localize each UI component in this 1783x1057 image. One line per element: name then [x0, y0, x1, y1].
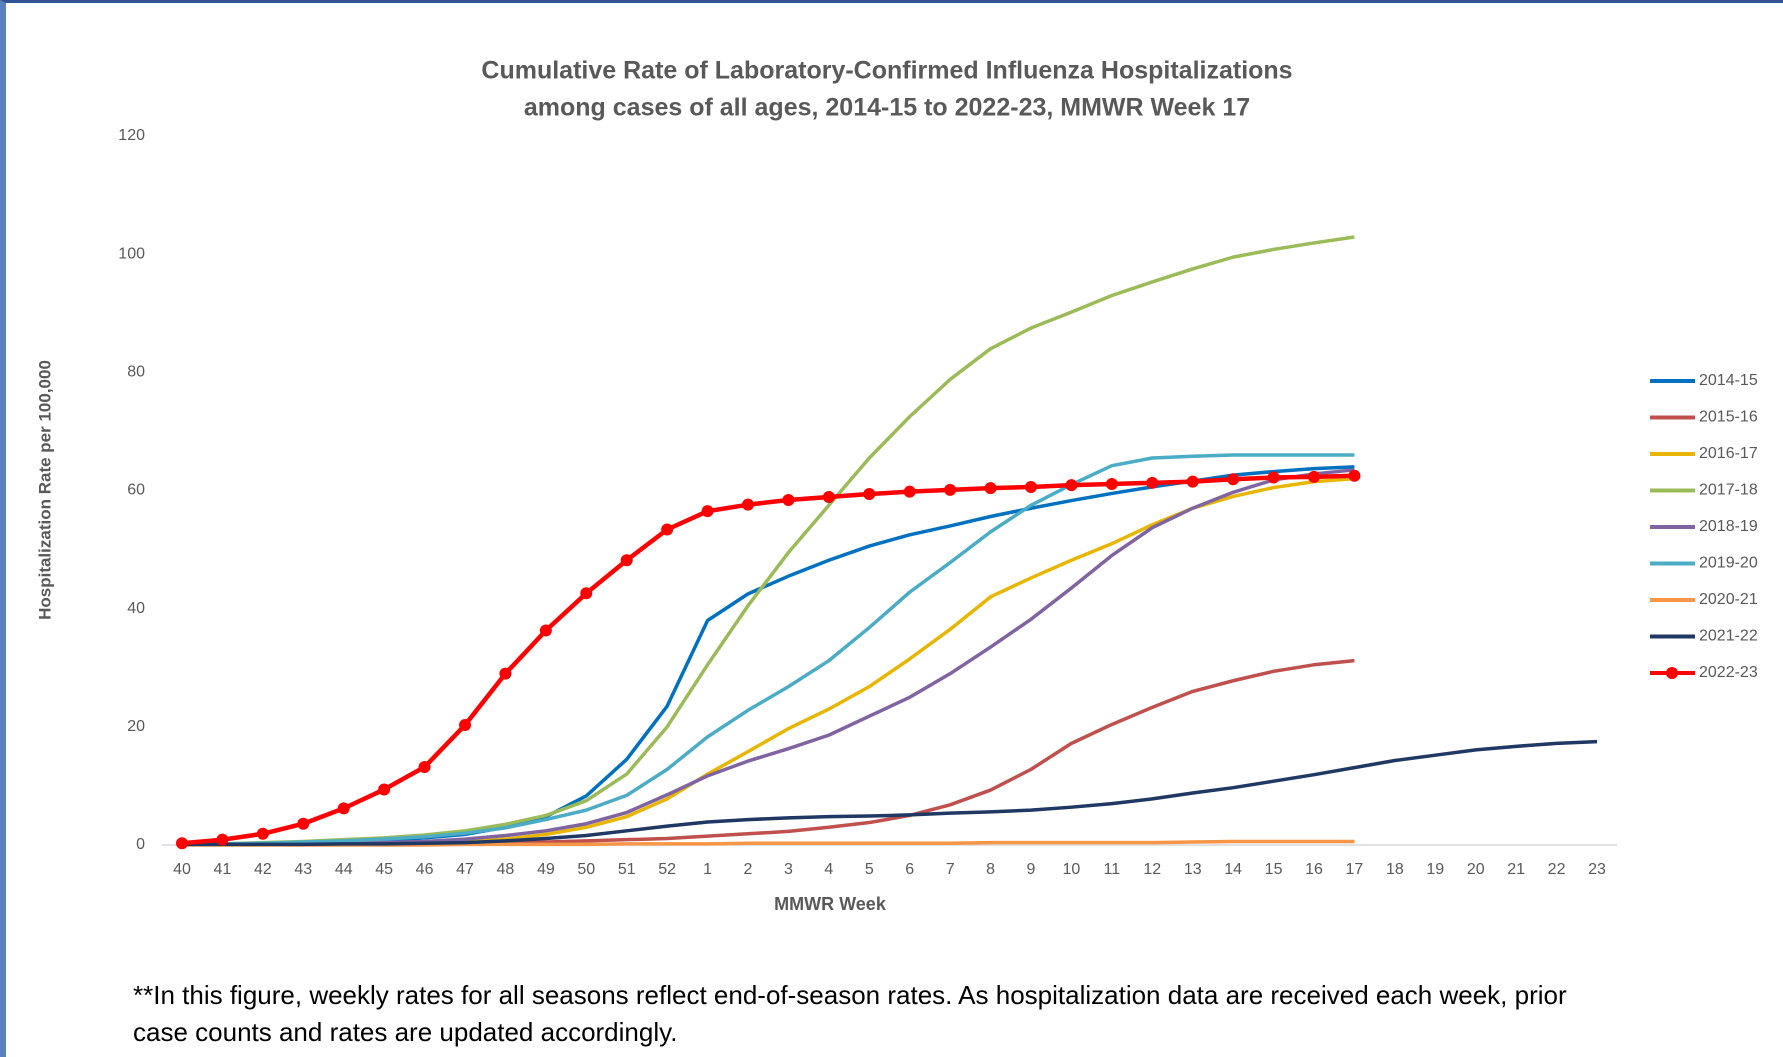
footnote: case counts and rates are updated accord…: [133, 1017, 677, 1047]
point: [742, 498, 754, 511]
point: [378, 783, 391, 796]
x-tick-label: 41: [214, 861, 232, 878]
point: [701, 505, 714, 518]
y-tick-label: 80: [127, 364, 145, 381]
series-line: [181, 473, 1355, 846]
point: [863, 488, 876, 501]
point: [1025, 480, 1037, 493]
legend-marker: [1666, 667, 1678, 679]
x-tick-label: 9: [1027, 861, 1036, 878]
x-tick-label: 1: [703, 861, 712, 878]
y-axis-title: Hospitalization Rate per 100,000: [35, 360, 54, 620]
x-tick-label: 46: [416, 861, 434, 878]
point: [1186, 475, 1199, 488]
chart-title: among cases of all ages, 2014-15 to 2022…: [524, 94, 1250, 122]
point: [620, 554, 633, 567]
legend-label: 2016-17: [1699, 445, 1758, 462]
point: [256, 827, 269, 840]
point: [1065, 479, 1078, 492]
x-tick-label: 18: [1386, 861, 1404, 878]
point: [1308, 470, 1320, 483]
x-tick-label: 47: [456, 861, 474, 878]
x-tick-label: 20: [1467, 861, 1485, 878]
series-line: [182, 739, 1598, 847]
y-tick-label: 60: [127, 482, 145, 499]
point: [944, 483, 957, 496]
x-tick-label: 40: [173, 861, 191, 878]
x-tick-label: 14: [1224, 861, 1242, 878]
point: [984, 482, 997, 495]
point: [1267, 471, 1280, 484]
x-tick-label: 5: [865, 861, 874, 878]
x-tick-label: 43: [294, 861, 312, 878]
point: [1146, 476, 1159, 489]
point: [499, 667, 512, 680]
x-tick-label: 45: [375, 861, 393, 878]
series-line: [181, 465, 1355, 847]
x-tick-label: 3: [784, 861, 793, 878]
legend-label: 2015-16: [1699, 409, 1758, 426]
footnote: **In this figure, weekly rates for all s…: [133, 980, 1567, 1010]
point: [216, 833, 229, 846]
x-tick-label: 13: [1184, 861, 1202, 878]
legend-label: 2021-22: [1699, 628, 1758, 645]
x-tick-label: 51: [618, 861, 636, 878]
x-axis-title: MMWR Week: [774, 894, 887, 914]
point: [337, 802, 350, 815]
point: [661, 523, 674, 536]
point: [176, 837, 188, 850]
y-tick-label: 40: [127, 600, 145, 617]
x-tick-label: 21: [1507, 861, 1525, 878]
x-tick-label: 50: [577, 861, 595, 878]
series-line: [181, 453, 1355, 847]
x-tick-label: 4: [824, 861, 833, 878]
legend-label: 2022-23: [1699, 664, 1758, 681]
x-tick-label: 48: [497, 861, 515, 878]
point: [1105, 478, 1118, 491]
x-tick-label: 44: [335, 861, 353, 878]
x-tick-label: 17: [1346, 861, 1364, 878]
y-tick-label: 20: [127, 718, 145, 735]
point: [297, 817, 310, 830]
x-tick-label: 7: [946, 861, 955, 878]
x-tick-label: 11: [1104, 861, 1121, 878]
x-tick-label: 2: [744, 861, 753, 878]
point: [418, 761, 431, 774]
x-tick-label: 16: [1305, 861, 1323, 878]
point: [782, 493, 795, 506]
x-tick-label: 15: [1265, 861, 1283, 878]
series-line: [182, 476, 1355, 847]
point: [580, 587, 593, 600]
x-tick-label: 12: [1143, 861, 1161, 878]
y-tick-label: 120: [118, 127, 145, 144]
legend-label: 2014-15: [1699, 372, 1758, 389]
x-tick-label: 23: [1588, 861, 1606, 878]
series-line: [182, 658, 1355, 847]
y-tick-label: 0: [136, 836, 145, 853]
point: [459, 719, 471, 732]
x-tick-label: 8: [986, 861, 995, 878]
x-tick-label: 52: [658, 861, 676, 878]
x-tick-label: 19: [1426, 861, 1444, 878]
x-tick-label: 42: [254, 861, 272, 878]
x-tick-label: 10: [1063, 861, 1081, 878]
x-tick-label: 22: [1548, 861, 1566, 878]
x-tick-label: 6: [905, 861, 914, 878]
series-line: [182, 468, 1355, 847]
point: [1348, 469, 1361, 482]
point: [1227, 473, 1240, 486]
legend-label: 2018-19: [1699, 518, 1758, 535]
chart-title: Cumulative Rate of Laboratory-Confirmed …: [481, 57, 1292, 85]
y-tick-label: 100: [118, 245, 145, 262]
point: [539, 624, 552, 637]
legend-label: 2020-21: [1699, 591, 1758, 608]
point: [903, 485, 916, 498]
legend-label: 2017-18: [1699, 482, 1758, 499]
legend-label: 2019-20: [1699, 555, 1758, 572]
point: [822, 490, 835, 503]
x-tick-label: 49: [537, 861, 555, 878]
